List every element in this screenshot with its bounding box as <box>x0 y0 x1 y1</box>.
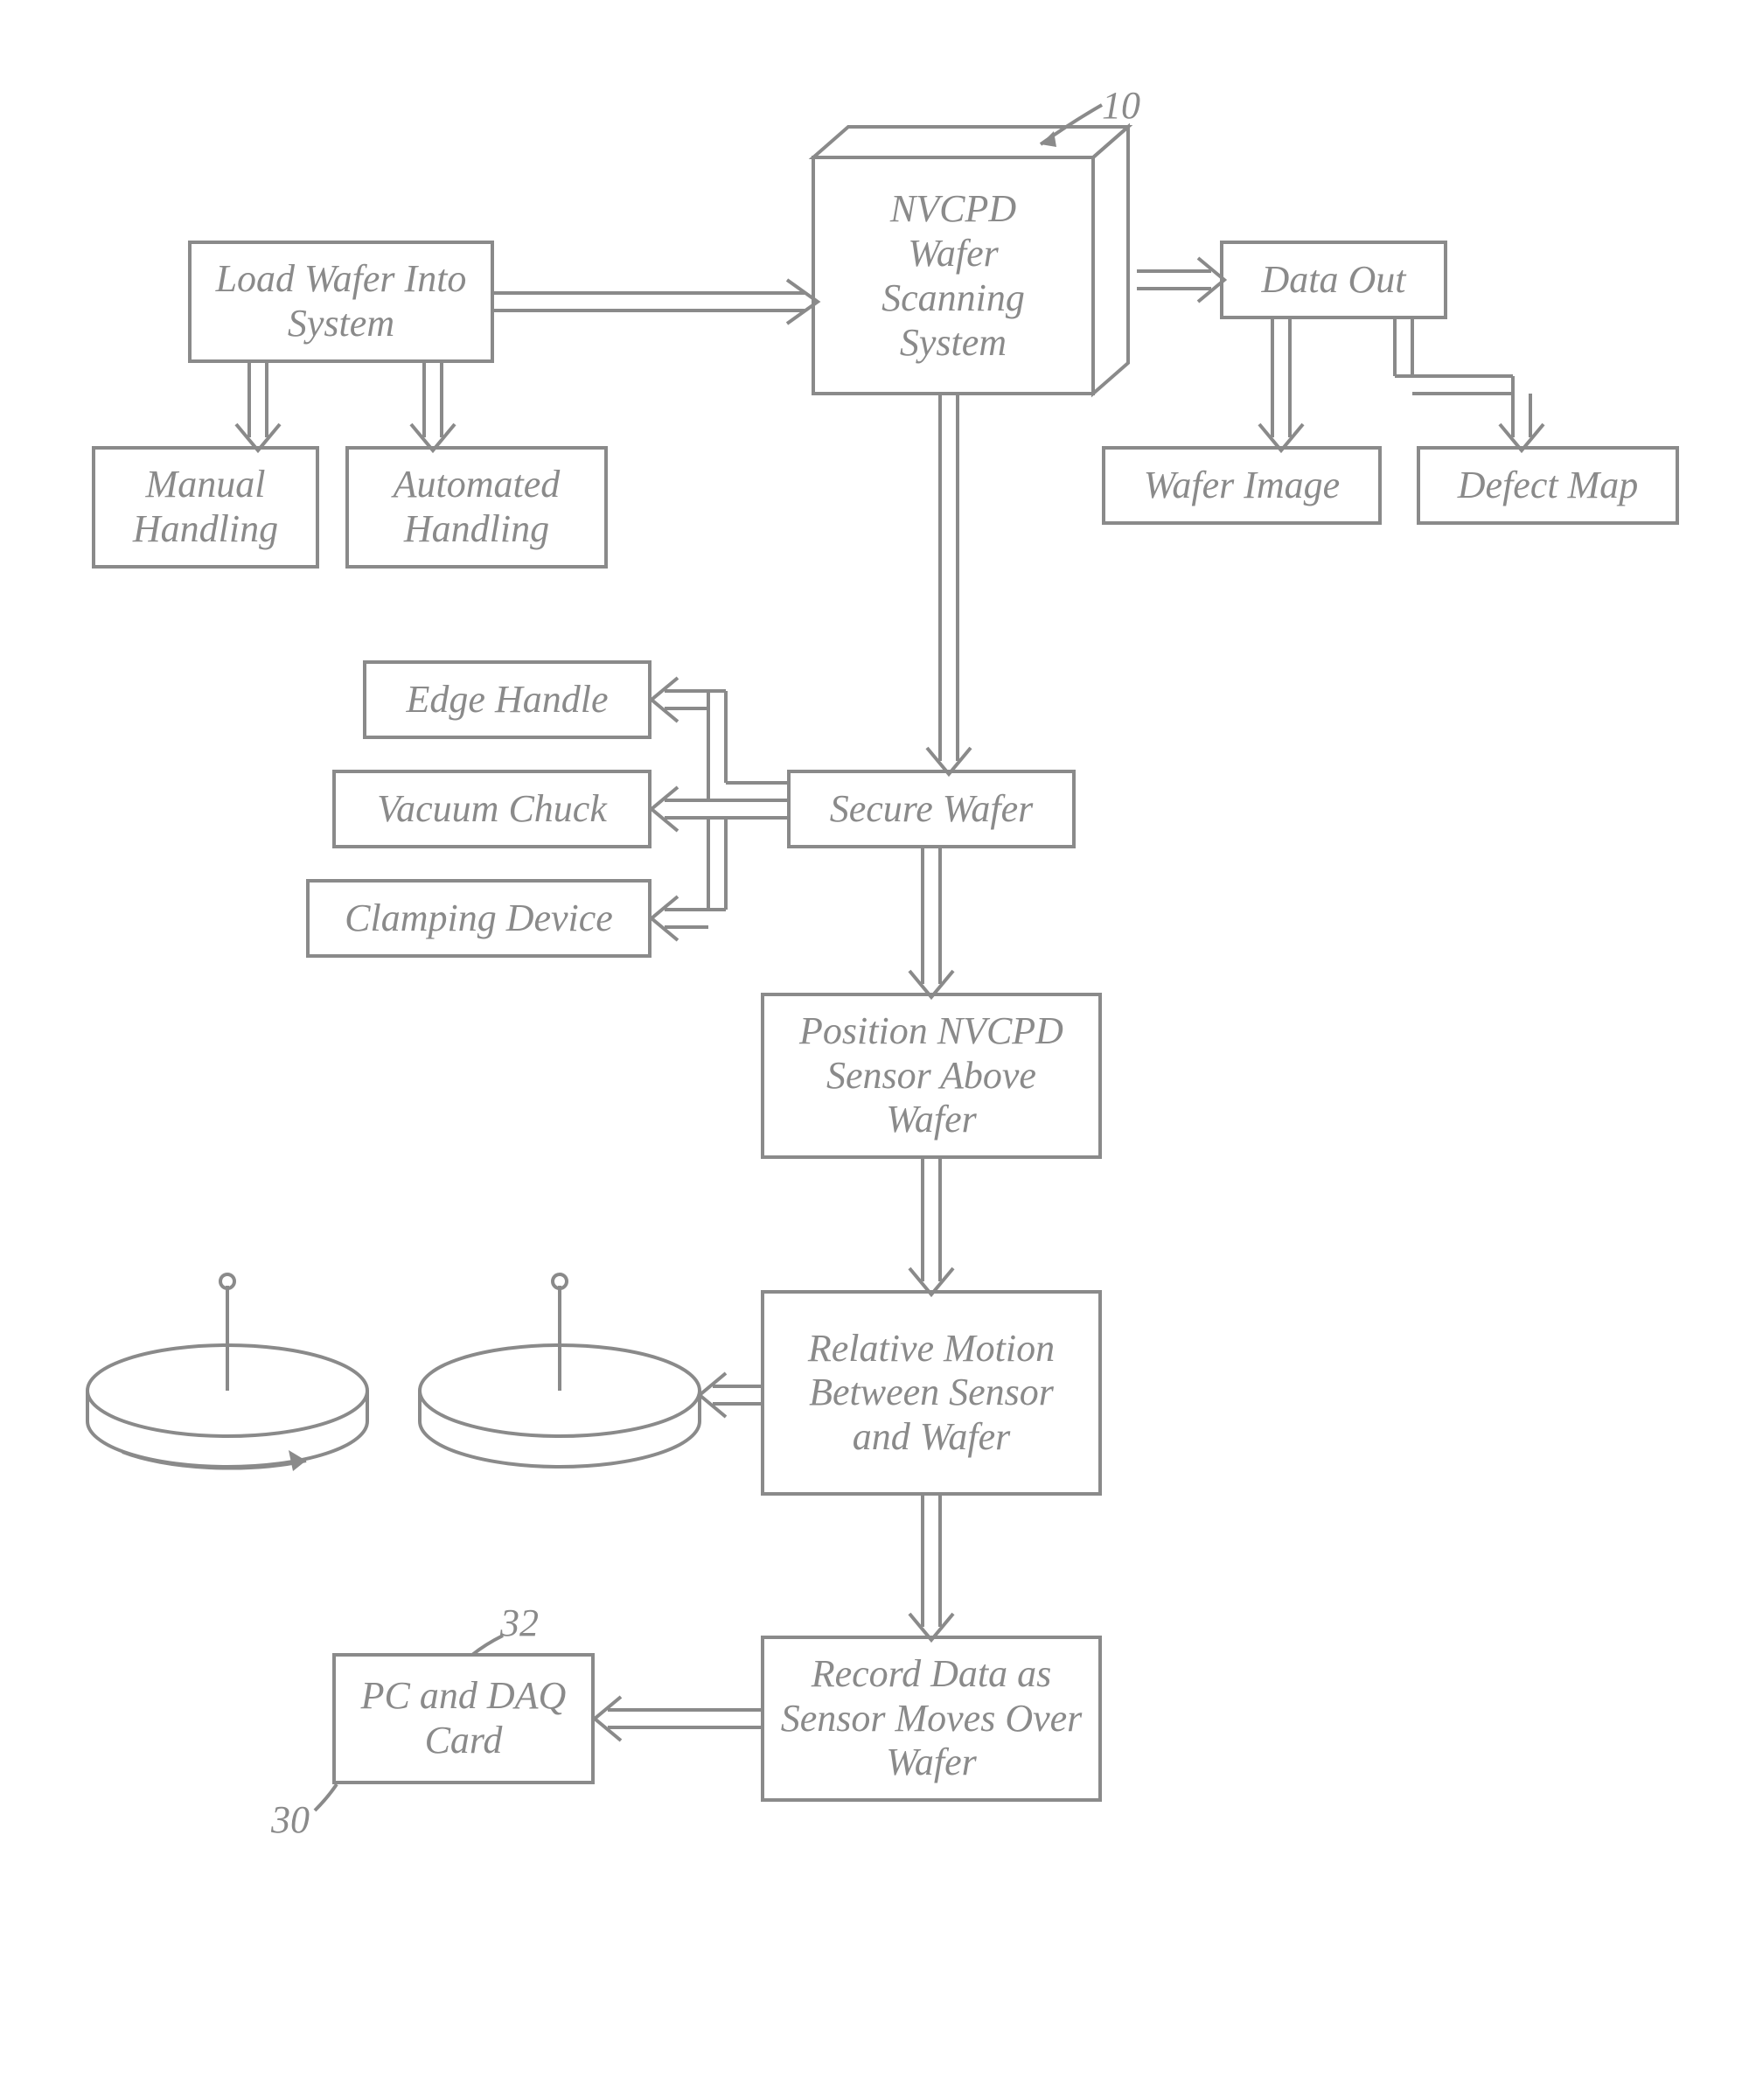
box-automated-handling: Automated Handling <box>345 446 608 569</box>
label-ref-10: 10 <box>1102 83 1140 128</box>
box-nvcpd-system: NVCPD Wafer Scanning System <box>813 157 1093 394</box>
box-relative-motion: Relative Motion Between Sensor and Wafer <box>761 1290 1102 1496</box>
label-ref-30: 30 <box>271 1797 310 1842</box>
box-data-out: Data Out <box>1220 241 1447 319</box>
box-manual-handling: Manual Handling <box>92 446 319 569</box>
box-position-sensor: Position NVCPD Sensor Above Wafer <box>761 993 1102 1159</box>
box-pc-daq: PC and DAQ Card <box>332 1653 595 1784</box>
box-wafer-image: Wafer Image <box>1102 446 1382 525</box>
wafer-icon-1 <box>87 1274 367 1471</box>
wafer-icon-2 <box>420 1274 700 1467</box>
box-load-wafer: Load Wafer Into System <box>188 241 494 363</box>
box-secure-wafer: Secure Wafer <box>787 770 1076 848</box>
box-edge-handle: Edge Handle <box>363 660 652 739</box>
label-ref-32: 32 <box>500 1601 539 1645</box>
box-clamping-device: Clamping Device <box>306 879 652 958</box>
box-defect-map: Defect Map <box>1417 446 1679 525</box>
box-record-data: Record Data as Sensor Moves Over Wafer <box>761 1636 1102 1802</box>
box-vacuum-chuck: Vacuum Chuck <box>332 770 652 848</box>
